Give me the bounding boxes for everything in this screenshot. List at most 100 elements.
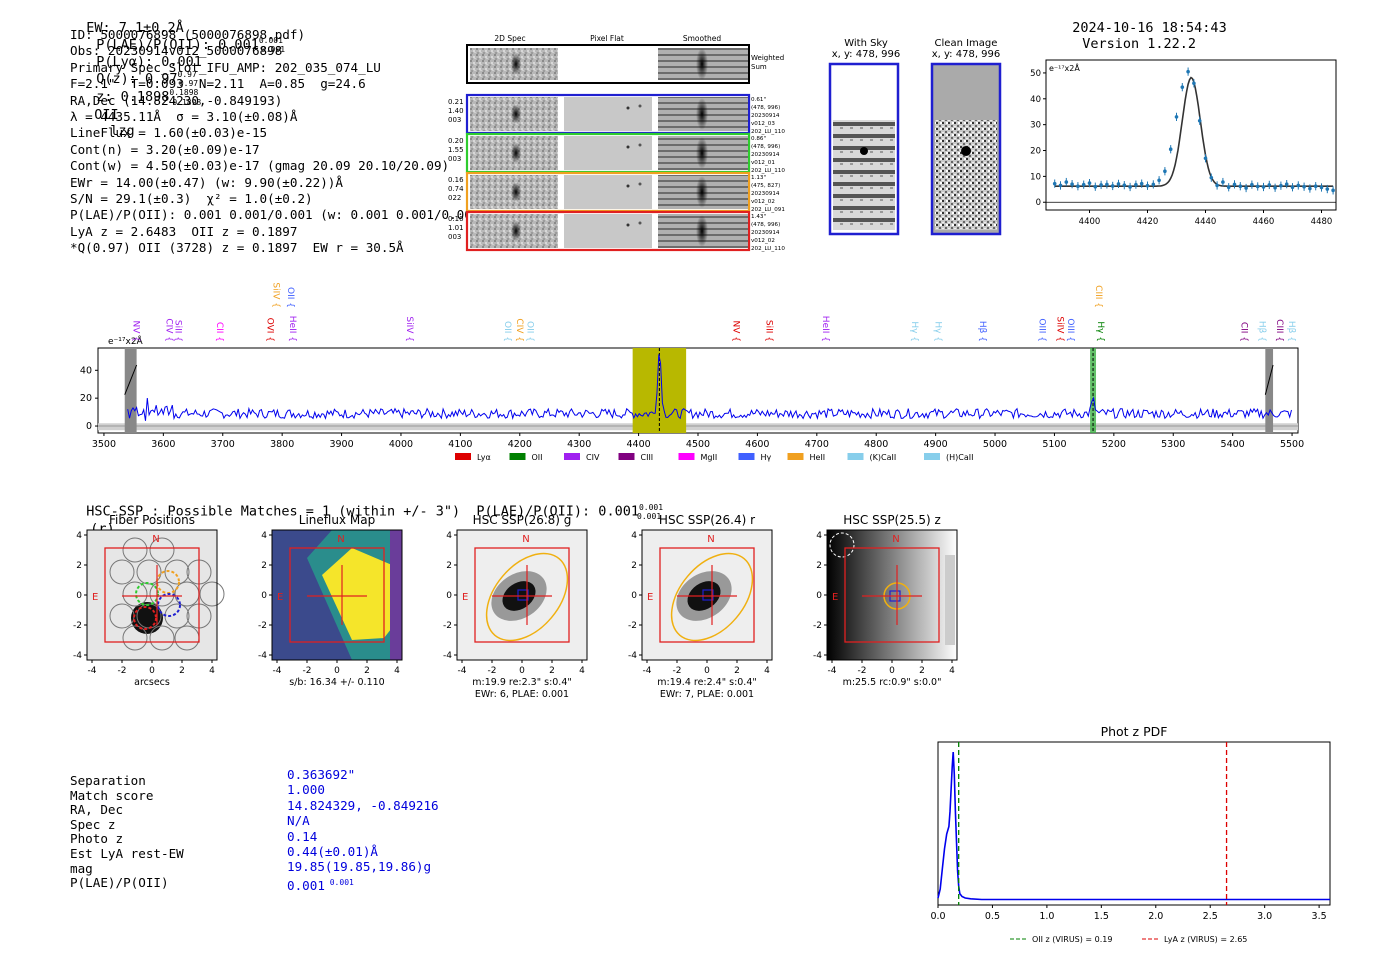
info-line: Cont(n) = 3.20(±0.09)e-17 <box>70 141 260 157</box>
cutout-row-right-label: v012_02 <box>751 238 775 244</box>
line-label: Hβ { <box>1256 321 1266 342</box>
cutout-row-right-label: v012_03 <box>751 121 775 127</box>
x-tick-label: 0 <box>334 666 340 676</box>
clean-image-title: Clean Image <box>934 38 998 49</box>
data-point <box>1302 184 1306 189</box>
hsc-panel: Fiber Positions N E -4 -4 -2 -2 0 0 2 2 4 4 arcsecs <box>73 513 225 688</box>
panel-image <box>827 530 957 660</box>
x-tick-label: 3500 <box>92 439 116 450</box>
line-label: OIII { <box>1037 318 1047 342</box>
x-tick-label: 4 <box>579 666 585 676</box>
x-tick-label: 2 <box>549 666 555 676</box>
x-tick-label: 5300 <box>1161 439 1185 450</box>
line-label: Hγ { <box>1095 321 1105 342</box>
match-label: mag <box>70 860 93 876</box>
with-sky-coords: x, y: 478, 996 <box>831 49 901 60</box>
x-tick-label: 4300 <box>567 439 591 450</box>
header-plya: P(Lyα): 0.001 <box>96 54 202 71</box>
fiber-red <box>133 606 157 630</box>
spectrum-line <box>127 354 1292 421</box>
cutout-row-right-label: 202_LU_091 <box>751 207 785 213</box>
cutout-row-right-label: (478, 996) <box>751 144 780 150</box>
clean-image-coords: x, y: 478, 996 <box>931 49 1001 60</box>
x-tick-label: 2 <box>919 666 925 676</box>
north-label: N <box>707 534 714 545</box>
match-label: Photo z <box>70 831 124 847</box>
line-label: OII { <box>502 321 512 342</box>
x-tick-label: 3900 <box>329 439 353 450</box>
cutout-row-right-label: 1.43" <box>751 214 766 220</box>
hsc-summary: HSC-SSP : Possible Matches = 1 (within +… <box>86 503 664 538</box>
x-tick-label: -4 <box>643 666 652 676</box>
north-label: N <box>337 534 344 545</box>
data-point <box>1232 182 1237 187</box>
match-value: 14.824329, -0.849216 <box>287 797 439 813</box>
pixel-flat-panel <box>564 136 652 170</box>
fiber-circle <box>149 581 175 607</box>
legend-swatch <box>564 453 580 460</box>
x-tick-label: 2 <box>179 666 185 676</box>
data-point <box>1319 185 1324 190</box>
y-tick-label: -4 <box>258 651 267 661</box>
info-line: LyA z = 2.6483 OII z = 0.1897 <box>70 223 298 239</box>
y-tick-label: -2 <box>813 621 822 631</box>
panel-caption: m:19.4 re:2.4" s:0.4" <box>657 677 757 688</box>
photz-pdf-plot: Phot z PDF 0.0 0.5 1.0 1.5 2.0 2.5 3.0 3.5 OII z … <box>930 724 1331 944</box>
y-tick-label: 40 <box>80 365 92 376</box>
masked-hatch <box>124 364 138 395</box>
info-line: F=2.1" T=0.093 N=2.11 A=0.85 g=24.6 <box>70 76 366 92</box>
line-label: HeII { <box>820 316 830 342</box>
info-line: EWr = 14.00(±0.47) (w: 9.90(±0.22))Å <box>70 174 343 190</box>
y-tick-label: 4 <box>261 531 267 541</box>
header-timestamp: 2024-10-16 18:54:43 <box>1072 20 1227 36</box>
x-tick-label: 3800 <box>270 439 294 450</box>
data-point <box>1267 183 1272 187</box>
info-line: ID: 5000076898 (5000076898.pdf) <box>70 27 306 42</box>
hsc-panel: HSC SSP(26.4) r N E -4 -4 -2 -2 0 0 2 2 4 4 m:19.4 re… <box>628 513 773 700</box>
cutout-row-right-label: (475, 827) <box>751 183 780 189</box>
data-point <box>1325 187 1330 191</box>
line-label: CIV { <box>163 318 173 342</box>
y-tick-label: 4 <box>446 531 452 541</box>
y-tick-label: -4 <box>443 651 452 661</box>
x-tick-label: 4600 <box>745 439 769 450</box>
match-label: Separation <box>70 773 146 788</box>
x-tick-label: 4700 <box>805 439 829 450</box>
y-tick-label: 20 <box>80 393 92 404</box>
cutout-row-right-label: 202_LU_110 <box>751 246 785 252</box>
flat-defect <box>638 143 642 147</box>
data-point <box>1081 182 1086 187</box>
legend-label: CIII <box>641 453 654 462</box>
legend-swatch <box>678 453 695 460</box>
x-tick-label: 4420 <box>1137 217 1159 227</box>
data-point <box>1215 183 1219 188</box>
x-tick-label: -2 <box>673 666 682 676</box>
fiber-circle <box>122 625 148 651</box>
y-tick-label: 30 <box>1030 121 1041 131</box>
panel-title: Fiber Positions <box>109 513 195 527</box>
panel-image <box>87 530 225 660</box>
north-label: N <box>152 534 159 545</box>
data-point <box>1221 180 1225 184</box>
match-value: 1.000 <box>287 782 325 798</box>
x-tick-label: 5200 <box>1102 439 1126 450</box>
legend-swatch <box>847 453 864 460</box>
x-tick-label: 3.5 <box>1312 911 1327 922</box>
pixel-flat-panel <box>564 214 652 248</box>
flat-defect <box>626 184 630 188</box>
header-line: OII <box>94 106 119 123</box>
x-tick-label: 4 <box>394 666 400 676</box>
data-point <box>1238 184 1243 189</box>
line-label: NV { <box>731 321 741 342</box>
noise-band <box>98 423 1298 431</box>
panel-image <box>272 530 402 660</box>
match-value: 0.44(±0.01)Å <box>287 844 378 860</box>
data-point <box>1174 115 1179 119</box>
legend-label: HeII <box>810 453 826 462</box>
cutout-row-right-label: 202_LU_110 <box>751 168 785 174</box>
sky-images <box>828 62 1002 236</box>
x-tick-label: 4440 <box>1195 217 1217 227</box>
x-tick-label: 0 <box>519 666 525 676</box>
flux-edge <box>390 530 402 660</box>
